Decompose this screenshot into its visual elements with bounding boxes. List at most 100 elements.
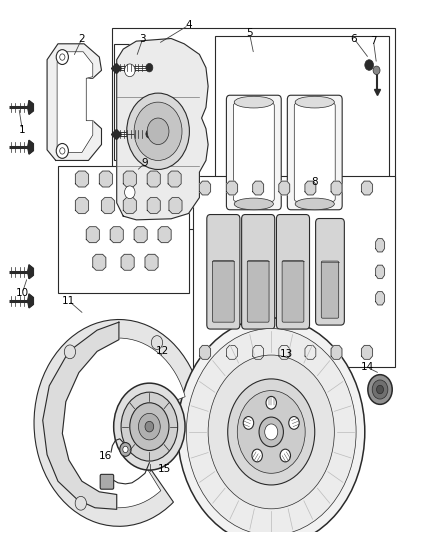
Polygon shape (28, 101, 33, 114)
Polygon shape (200, 181, 211, 195)
FancyBboxPatch shape (247, 261, 269, 322)
Circle shape (121, 392, 178, 461)
Polygon shape (279, 181, 290, 195)
Text: 8: 8 (311, 176, 318, 187)
Polygon shape (168, 171, 181, 187)
Polygon shape (361, 181, 372, 195)
Ellipse shape (295, 96, 334, 108)
Text: 9: 9 (142, 158, 148, 168)
Circle shape (178, 318, 365, 533)
Circle shape (75, 496, 86, 510)
Circle shape (124, 186, 135, 199)
Circle shape (123, 446, 128, 453)
Polygon shape (331, 181, 342, 195)
Polygon shape (110, 227, 123, 243)
Circle shape (372, 380, 388, 399)
Circle shape (130, 403, 169, 450)
Circle shape (252, 449, 262, 462)
Circle shape (377, 385, 384, 394)
Wedge shape (49, 338, 185, 508)
Circle shape (373, 66, 380, 75)
Polygon shape (376, 239, 385, 252)
FancyBboxPatch shape (226, 95, 281, 210)
Text: 5: 5 (246, 28, 253, 38)
Circle shape (228, 379, 315, 485)
Polygon shape (147, 171, 160, 187)
Polygon shape (361, 345, 372, 359)
Circle shape (265, 424, 278, 440)
Polygon shape (102, 198, 115, 214)
Circle shape (56, 50, 68, 64)
Bar (193, 176, 395, 367)
Polygon shape (253, 181, 264, 195)
Circle shape (266, 397, 276, 409)
Polygon shape (123, 198, 136, 214)
Text: 12: 12 (156, 346, 169, 357)
Polygon shape (226, 345, 237, 359)
Polygon shape (43, 322, 119, 510)
Bar (113, 28, 395, 229)
Circle shape (114, 383, 185, 470)
Text: 7: 7 (370, 36, 377, 46)
Bar (114, 44, 159, 160)
Text: 16: 16 (99, 451, 113, 462)
FancyBboxPatch shape (207, 215, 240, 329)
FancyBboxPatch shape (287, 95, 342, 210)
FancyBboxPatch shape (321, 261, 339, 318)
Text: 10: 10 (16, 288, 29, 298)
Circle shape (289, 417, 299, 429)
Polygon shape (279, 345, 290, 359)
FancyBboxPatch shape (276, 215, 310, 329)
Polygon shape (169, 198, 182, 214)
Polygon shape (75, 171, 88, 187)
Polygon shape (57, 52, 93, 152)
FancyBboxPatch shape (242, 215, 275, 329)
Circle shape (124, 64, 135, 77)
Ellipse shape (234, 96, 273, 108)
Bar (58, 166, 188, 293)
Circle shape (208, 355, 334, 509)
Polygon shape (123, 171, 136, 187)
Circle shape (56, 143, 68, 158)
Polygon shape (200, 345, 211, 359)
Ellipse shape (234, 198, 273, 210)
Polygon shape (253, 345, 264, 359)
Circle shape (145, 421, 154, 432)
FancyBboxPatch shape (316, 219, 344, 325)
Circle shape (186, 328, 356, 533)
Wedge shape (34, 319, 201, 526)
FancyBboxPatch shape (294, 103, 335, 201)
Polygon shape (305, 181, 316, 195)
Circle shape (146, 63, 153, 72)
Polygon shape (376, 265, 385, 278)
FancyBboxPatch shape (282, 261, 304, 322)
FancyBboxPatch shape (212, 261, 234, 322)
Text: 13: 13 (280, 349, 293, 359)
Circle shape (134, 102, 182, 160)
Text: 11: 11 (62, 296, 75, 306)
Polygon shape (117, 38, 208, 220)
Polygon shape (28, 294, 33, 308)
Circle shape (64, 345, 76, 359)
Circle shape (237, 391, 305, 473)
Circle shape (280, 449, 290, 462)
Circle shape (60, 54, 65, 60)
Polygon shape (93, 254, 106, 270)
Polygon shape (145, 254, 158, 270)
FancyBboxPatch shape (100, 474, 114, 489)
Circle shape (138, 414, 160, 440)
Circle shape (127, 93, 189, 169)
Polygon shape (28, 265, 33, 279)
Ellipse shape (295, 198, 334, 210)
Polygon shape (28, 140, 33, 154)
Circle shape (120, 442, 131, 456)
Circle shape (147, 118, 169, 144)
Text: 15: 15 (158, 464, 171, 474)
Circle shape (368, 375, 392, 405)
Circle shape (365, 60, 374, 70)
Polygon shape (86, 227, 99, 243)
Circle shape (60, 148, 65, 154)
Text: 3: 3 (140, 34, 146, 44)
FancyBboxPatch shape (233, 103, 274, 201)
Polygon shape (134, 227, 147, 243)
